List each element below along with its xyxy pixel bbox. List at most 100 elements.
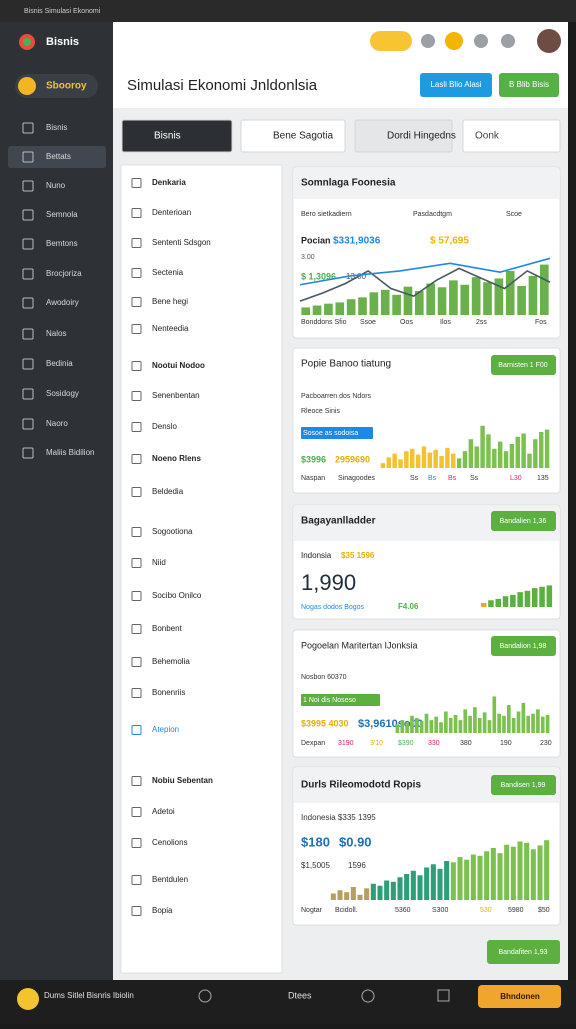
bar: [403, 286, 413, 315]
tab[interactable]: [121, 119, 233, 153]
checkbox[interactable]: [131, 776, 142, 786]
bar: [544, 429, 550, 468]
axis-label: $390: [398, 740, 414, 747]
tab[interactable]: [354, 119, 453, 153]
checkbox[interactable]: [131, 591, 142, 601]
tab[interactable]: [462, 119, 561, 153]
checkbox[interactable]: [131, 906, 142, 916]
checkbox[interactable]: [131, 238, 142, 248]
checkbox[interactable]: [131, 297, 142, 307]
checkbox[interactable]: [131, 178, 142, 188]
checkbox[interactable]: [131, 875, 142, 885]
button[interactable]: [487, 940, 560, 964]
bar: [462, 451, 468, 468]
bar: [434, 716, 439, 733]
nav-icon[interactable]: [437, 989, 450, 1002]
bar: [410, 870, 416, 900]
bar: [424, 867, 430, 900]
bar: [506, 705, 511, 733]
list-item: Sententi Sdsgon: [152, 238, 211, 247]
bar: [468, 715, 472, 733]
bar: [429, 720, 434, 733]
card-button[interactable]: [491, 511, 556, 531]
axis-label: 5360: [395, 907, 411, 914]
tab-label: Oonk: [475, 131, 500, 142]
axis-label: Ss: [470, 475, 479, 482]
list-item: Behemolia: [152, 657, 190, 666]
checkbox[interactable]: [131, 324, 142, 334]
bar: [527, 453, 532, 468]
checkbox[interactable]: [131, 208, 142, 218]
checkbox[interactable]: [131, 838, 142, 848]
nav-icon: [22, 418, 34, 430]
card: [292, 166, 561, 339]
bar: [377, 885, 383, 900]
checkbox[interactable]: [131, 391, 142, 401]
bar: [505, 270, 515, 315]
button[interactable]: [499, 73, 559, 97]
axis-label: 5980: [508, 907, 524, 914]
list-item: Nobiu Sebentan: [152, 776, 213, 785]
checkbox[interactable]: [131, 268, 142, 278]
checkbox[interactable]: [131, 558, 142, 568]
checkbox[interactable]: [131, 807, 142, 817]
card-label: Rleoce Sinis: [301, 408, 340, 415]
list-item: Sogootiona: [152, 527, 193, 536]
bar: [357, 894, 363, 900]
toolbar-icon[interactable]: [474, 34, 488, 48]
checkbox[interactable]: [131, 657, 142, 667]
nav-icon[interactable]: [361, 989, 375, 1003]
user-avatar[interactable]: [17, 988, 39, 1010]
card-label: $331,9036: [333, 236, 381, 247]
checkbox[interactable]: [131, 361, 142, 371]
bar: [510, 846, 516, 900]
bar: [468, 439, 474, 468]
bar: [415, 291, 424, 315]
toolbar-icon[interactable]: [501, 34, 515, 48]
list-item: Bopia: [152, 906, 173, 915]
axis-label: 135: [537, 475, 549, 482]
bar: [524, 590, 531, 607]
checkbox[interactable]: [131, 454, 142, 464]
list-item: Adetoi: [152, 807, 175, 816]
checkbox[interactable]: [131, 688, 142, 698]
button[interactable]: [420, 73, 492, 97]
active-item[interactable]: [8, 146, 106, 168]
bar: [492, 448, 497, 468]
list-item: Cenolions: [152, 838, 188, 847]
avatar[interactable]: [537, 29, 561, 53]
bar: [524, 842, 530, 900]
nav-item: Awodoiry: [46, 298, 79, 307]
bar: [471, 277, 481, 315]
axis-label: Oos: [400, 319, 413, 326]
card-label: Pacboarren dos Ndors: [301, 393, 372, 400]
card-button[interactable]: [491, 355, 556, 375]
toolbar-icon[interactable]: [445, 32, 463, 50]
card-label: Nosbon 60370: [301, 674, 347, 681]
tab[interactable]: [240, 119, 346, 153]
bar: [509, 444, 515, 468]
card-label: $3996: [301, 454, 326, 464]
checkbox[interactable]: [131, 624, 142, 634]
nav-icon: [22, 209, 34, 221]
checkbox[interactable]: [131, 487, 142, 497]
button-label: Bhndonen: [500, 992, 540, 1001]
toolbar-pill[interactable]: [370, 31, 412, 51]
checkbox[interactable]: [131, 527, 142, 537]
bar: [398, 459, 403, 468]
checkbox[interactable]: [131, 422, 142, 432]
sidebar-button[interactable]: [15, 74, 98, 98]
checkbox[interactable]: [131, 725, 142, 735]
nav-icon[interactable]: [198, 989, 212, 1003]
list-item: Nenteedia: [152, 324, 189, 333]
card-label: 1,990: [301, 570, 356, 595]
button[interactable]: [478, 985, 561, 1008]
bar: [502, 715, 506, 733]
nav-item: Bedinia: [46, 359, 73, 368]
axis-label: 230: [540, 740, 552, 747]
bar: [427, 452, 433, 468]
card-button[interactable]: [491, 636, 556, 656]
card-button[interactable]: [491, 775, 556, 795]
toolbar-icon[interactable]: [421, 34, 435, 48]
bar: [488, 600, 494, 607]
